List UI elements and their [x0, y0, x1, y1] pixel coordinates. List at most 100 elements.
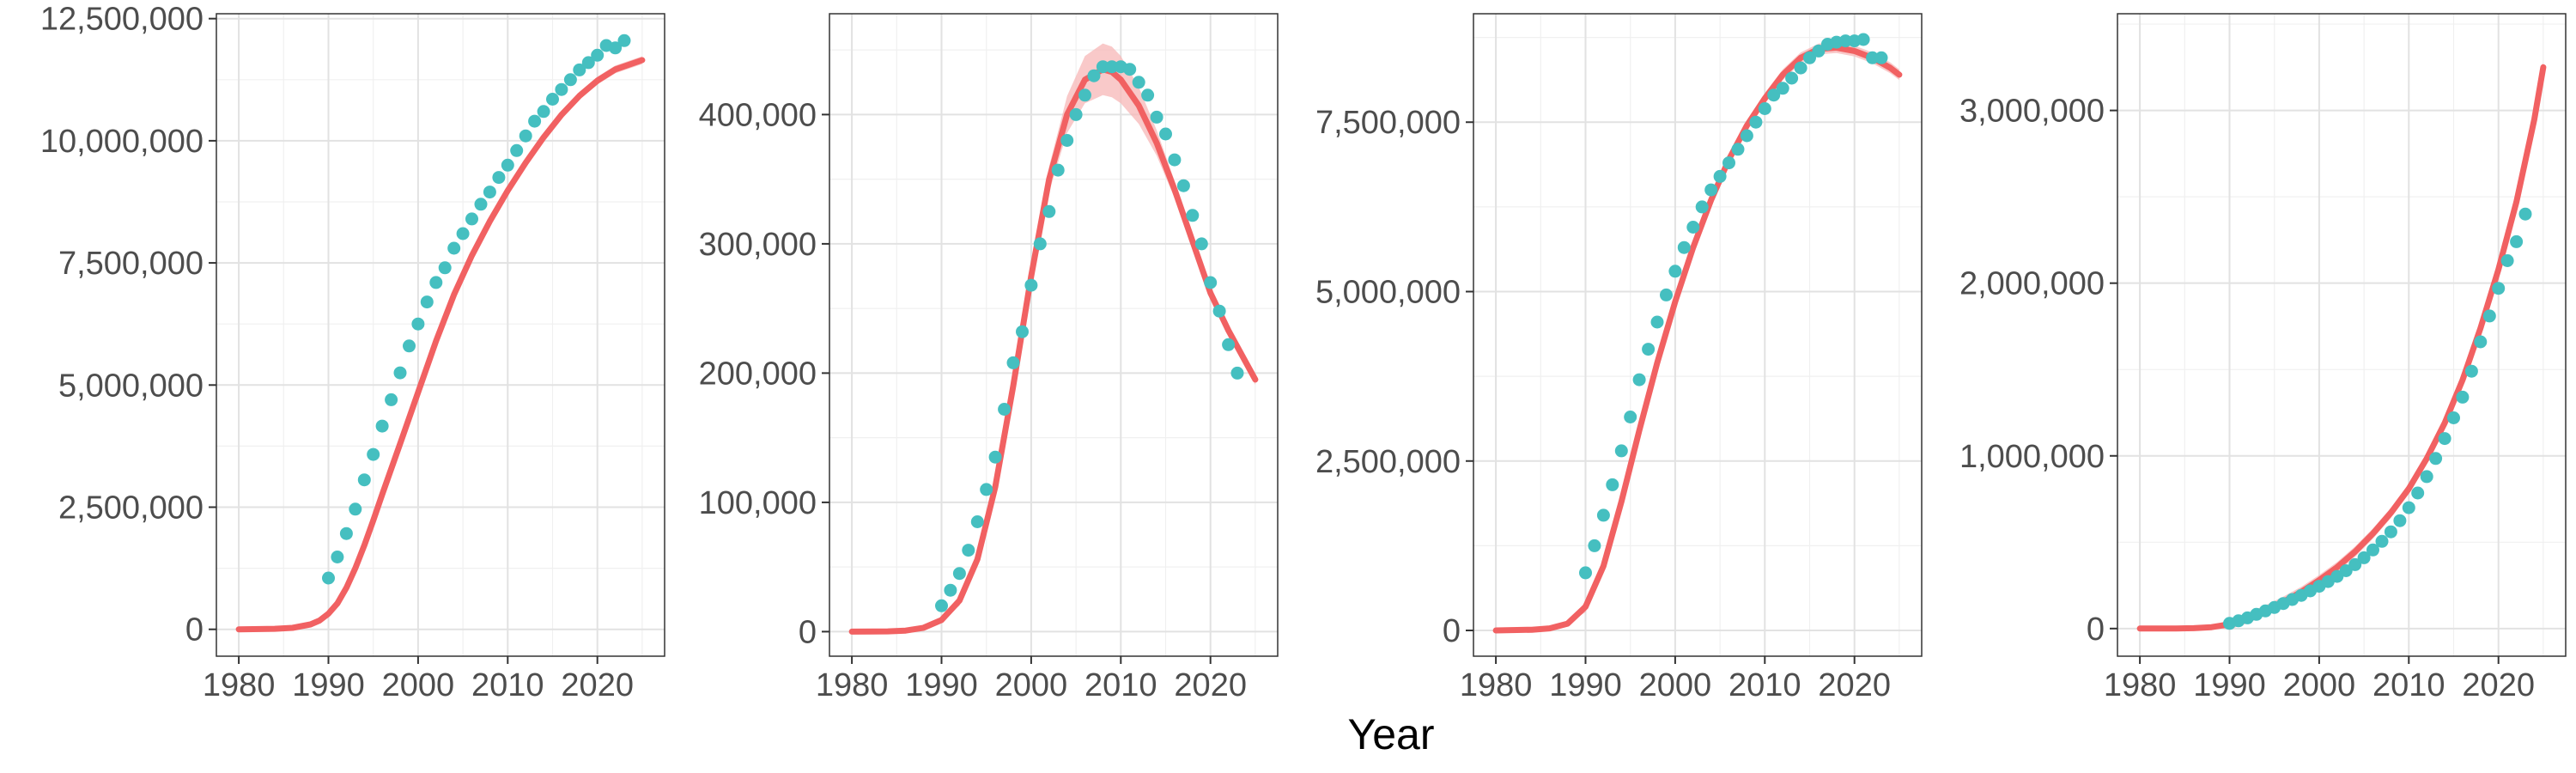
observed-point — [357, 473, 371, 487]
observed-point — [573, 63, 586, 76]
observed-point — [1704, 183, 1718, 197]
observed-point — [2500, 254, 2514, 267]
observed-point — [563, 73, 577, 87]
observed-point — [1677, 240, 1691, 254]
x-tick-label: 1980 — [2104, 667, 2177, 703]
observed-point — [2474, 335, 2488, 349]
y-tick-label: 12,500,000 — [40, 2, 204, 38]
observed-point — [2402, 501, 2415, 514]
y-tick-label: 5,000,000 — [58, 368, 204, 404]
observed-point — [537, 105, 550, 119]
observed-point — [501, 158, 514, 172]
chart-panel-4: 1980 1990 2000 2010 2020 0 1,000,000 2,000,000 3… — [1959, 13, 2567, 703]
observed-point — [2357, 551, 2371, 564]
y-tick-label: 10,000,000 — [40, 124, 204, 160]
observed-point — [1194, 237, 1208, 251]
observed-point — [2384, 525, 2397, 539]
y-tick-label: 2,000,000 — [1959, 266, 2105, 302]
observed-point — [1230, 366, 1244, 380]
observed-point — [510, 143, 524, 157]
observed-point — [411, 317, 425, 331]
y-tick-label: 7,500,000 — [1315, 105, 1461, 141]
observed-point — [1866, 51, 1880, 64]
y-tick-label: 5,000,000 — [1315, 275, 1461, 311]
observed-point — [1614, 444, 1628, 458]
x-tick-label: 2010 — [471, 667, 544, 703]
observed-point — [474, 198, 488, 211]
observed-point — [980, 483, 993, 496]
observed-point — [1650, 315, 1664, 329]
observed-point — [1856, 33, 1870, 46]
x-tick-label: 1990 — [292, 667, 365, 703]
observed-point — [1776, 82, 1789, 95]
observed-point — [456, 227, 470, 240]
chart-panel-1: 1980 1990 2000 2010 2020 0 2,500,000 5,000,000 7… — [40, 2, 665, 703]
observed-point — [1186, 209, 1200, 222]
observed-point — [1803, 51, 1816, 64]
x-tick-label: 2000 — [2283, 667, 2356, 703]
observed-point — [1749, 115, 1763, 129]
y-tick-label: 0 — [799, 614, 817, 650]
y-tick-label: 3,000,000 — [1959, 94, 2105, 130]
observed-point — [1632, 373, 1646, 386]
observed-point — [1212, 304, 1226, 318]
observed-point — [1060, 134, 1074, 147]
observed-point — [367, 447, 380, 461]
panel-border — [2117, 13, 2567, 657]
observed-point — [1204, 276, 1218, 289]
observed-point — [1740, 129, 1753, 143]
observed-point — [375, 419, 389, 433]
observed-point — [1159, 127, 1172, 141]
chart-panel-3: 1980 1990 2000 2010 2020 0 2,500,000 5,000,000 7… — [1315, 13, 1923, 703]
model-line — [1492, 45, 1903, 634]
observed-point — [438, 261, 452, 275]
observed-point — [1078, 88, 1091, 102]
observed-point — [1042, 204, 1056, 218]
y-tick-label: 400,000 — [699, 97, 817, 133]
observed-point — [1141, 88, 1155, 102]
observed-point — [1150, 110, 1163, 124]
chart-panel-2: 1980 1990 2000 2010 2020 0 100,000 200,000 300,0… — [699, 13, 1279, 703]
observed-point — [2348, 557, 2362, 571]
observed-point — [1758, 102, 1771, 115]
observed-point — [1588, 539, 1601, 552]
x-tick-label: 2010 — [1084, 667, 1157, 703]
observed-point — [2411, 486, 2425, 500]
x-tick-label: 2010 — [2372, 667, 2445, 703]
observed-point — [962, 544, 975, 557]
observed-point — [1176, 179, 1190, 192]
observed-point — [528, 114, 542, 128]
y-tick-label: 7,500,000 — [58, 246, 204, 282]
observed-point — [1668, 265, 1682, 278]
observed-point — [1874, 51, 1888, 64]
observed-point — [1069, 107, 1083, 121]
observed-point — [447, 241, 461, 255]
observed-point — [970, 515, 984, 528]
observed-point — [331, 551, 344, 563]
observed-point — [1812, 44, 1826, 58]
observed-point — [2492, 282, 2506, 295]
observed-point — [2456, 390, 2470, 404]
y-tick-label: 0 — [1443, 613, 1461, 649]
observed-point — [385, 393, 398, 406]
observed-point — [1123, 63, 1137, 76]
y-tick-label: 300,000 — [699, 227, 817, 263]
x-tick-label: 2020 — [1174, 667, 1247, 703]
y-tick-label: 2,500,000 — [1315, 444, 1461, 480]
x-axis-title: Year — [1347, 710, 1434, 758]
x-tick-label: 2020 — [2462, 667, 2535, 703]
y-tick-label: 0 — [2087, 612, 2105, 648]
observed-point — [1087, 69, 1101, 82]
observed-point — [2339, 564, 2353, 577]
observed-point — [483, 186, 496, 199]
observed-point — [2464, 364, 2478, 378]
observed-point — [1033, 237, 1047, 251]
observed-point — [1722, 156, 1735, 170]
model-line — [848, 66, 1259, 635]
panel-border — [829, 13, 1279, 657]
observed-point — [1051, 163, 1065, 177]
observed-point — [2447, 411, 2460, 424]
x-tick-label: 1990 — [905, 667, 978, 703]
observed-point — [2420, 470, 2433, 484]
observed-point — [393, 366, 407, 380]
